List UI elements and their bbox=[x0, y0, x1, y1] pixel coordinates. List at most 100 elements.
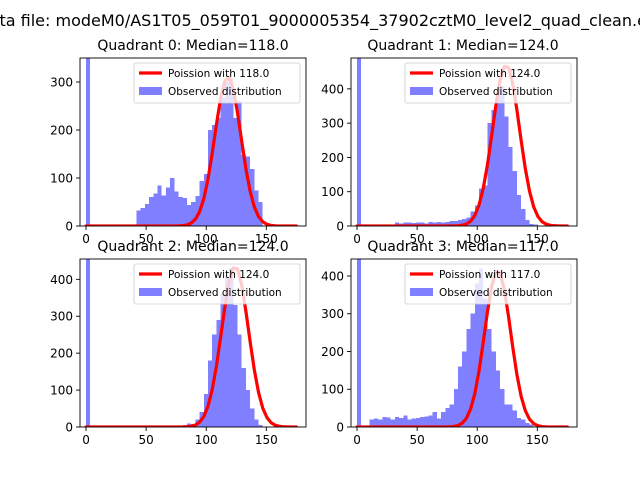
quadrant-0-hist-bar bbox=[170, 178, 175, 226]
quadrant-3-marks: 0 50 100 150 0 100 200 300 400 Poission with 117.… bbox=[321, 258, 578, 447]
quadrant-1-hist-bar bbox=[420, 222, 425, 226]
quadrant-3-legend-box bbox=[404, 263, 572, 305]
quadrant-0-hist-bar bbox=[212, 125, 217, 226]
quadrant-0-hist-bar bbox=[195, 196, 200, 226]
quadrant-0-hist-bar bbox=[86, 58, 91, 226]
quadrant-1-hist-bar bbox=[474, 205, 480, 226]
quadrant-0-hist-bar bbox=[216, 118, 221, 226]
quadrant-1-hist-bar bbox=[441, 222, 446, 226]
quadrant-1-x-tick-label: 100 bbox=[466, 232, 489, 246]
subplot-quadrant-1: 0 50 100 150 0 100 200 300 400 Poission with 124.… bbox=[321, 38, 578, 246]
quadrant-3-hist-bar bbox=[487, 328, 492, 427]
quadrant-1-hist-bar bbox=[407, 222, 412, 226]
quadrant-0-title: Quadrant 0: Median=118.0 bbox=[97, 38, 288, 54]
quadrant-2-x-tick-label: 150 bbox=[255, 433, 278, 447]
quadrant-0-hist-bar bbox=[144, 203, 150, 226]
quadrant-0-hist-bar bbox=[237, 101, 242, 226]
quadrant-0-legend-box bbox=[133, 62, 301, 104]
quadrant-3-hist-bar bbox=[453, 389, 458, 427]
quadrant-1-hist-bar bbox=[521, 208, 526, 226]
quadrant-2-y-tick-label: 300 bbox=[50, 310, 73, 324]
quadrant-1-hist-bar bbox=[432, 222, 437, 226]
quadrant-2-plot-area bbox=[84, 259, 298, 427]
quadrant-2-hist-bar bbox=[229, 268, 234, 427]
quadrant-2-hist-bar bbox=[245, 390, 251, 427]
quadrant-2-y-tick-label: 400 bbox=[50, 273, 73, 287]
quadrant-1-hist-bar bbox=[533, 224, 538, 226]
quadrant-3-hist-bar bbox=[466, 328, 471, 427]
quadrant-2-x-tick-label: 100 bbox=[195, 433, 218, 447]
quadrant-1-hist-bar bbox=[504, 116, 509, 226]
quadrant-2-hist-bar bbox=[224, 276, 230, 427]
quadrant-1-x-tick-label: 0 bbox=[353, 232, 361, 246]
quadrant-3-plot-area bbox=[355, 259, 569, 427]
quadrant-0-plot-area bbox=[84, 58, 298, 226]
quadrant-3-axes-frame bbox=[350, 258, 578, 428]
quadrant-3-x-tick-label: 0 bbox=[353, 433, 361, 447]
quadrant-0-hist-bar bbox=[174, 191, 179, 226]
quadrant-3-hist-bar bbox=[495, 370, 501, 427]
quadrant-3-hist-bar bbox=[491, 351, 496, 427]
quadrant-3-hist-bar bbox=[462, 351, 467, 427]
quadrant-0-hist-bar bbox=[157, 185, 162, 226]
quadrant-2-hist-bar bbox=[216, 319, 221, 427]
quadrant-3-x-tick-label: 50 bbox=[409, 433, 424, 447]
quadrant-0-x-tick-label: 0 bbox=[82, 232, 90, 246]
quadrant-1-hist-bar bbox=[516, 195, 522, 226]
quadrant-3-hist-bar bbox=[403, 415, 408, 427]
quadrant-3-poisson-line bbox=[355, 270, 569, 427]
quadrant-1-hist-bar bbox=[487, 123, 492, 226]
quadrant-2-hist-bar bbox=[250, 408, 255, 427]
quadrant-3-x-tick-label: 150 bbox=[526, 433, 549, 447]
quadrant-1-hist-bar bbox=[357, 58, 362, 226]
quadrant-0-hist-bar bbox=[161, 195, 166, 226]
quadrant-0-axes-frame bbox=[79, 57, 307, 227]
quadrant-1-hist-bar bbox=[525, 219, 530, 226]
quadrant-1-plot-area bbox=[355, 58, 569, 226]
quadrant-2-y-tick-label: 100 bbox=[50, 384, 73, 398]
quadrant-3-y-tick-label: 200 bbox=[321, 345, 344, 359]
quadrant-2-poisson-line bbox=[84, 266, 298, 427]
quadrant-2-x-tick-label: 0 bbox=[82, 433, 90, 447]
quadrant-1-hist-bar bbox=[394, 222, 400, 226]
quadrant-2-hist-bar bbox=[241, 367, 246, 427]
quadrant-0-hist-bar bbox=[178, 197, 183, 226]
quadrant-0-y-tick-label: 200 bbox=[50, 124, 73, 138]
quadrant-1-hist-bar bbox=[428, 221, 433, 226]
quadrant-2-legend-observed-label: Observed distribution bbox=[168, 287, 282, 299]
quadrant-1-hist-bar bbox=[512, 171, 517, 226]
quadrant-2-marks: 0 50 100 150 0 100 200 300 400 Poission with 124.… bbox=[50, 258, 307, 447]
quadrant-3-hist-bar bbox=[512, 410, 517, 427]
subplot-quadrant-3: 0 50 100 150 0 100 200 300 400 Poission with 117.… bbox=[321, 239, 578, 447]
quadrant-3-hist-bar bbox=[428, 415, 433, 427]
quadrant-3-x-tick-label: 100 bbox=[466, 433, 489, 447]
quadrant-3-hist-bar bbox=[445, 408, 450, 427]
quadrant-2-axes-frame bbox=[79, 258, 307, 428]
quadrant-3-hist-bar bbox=[508, 404, 513, 427]
quadrant-3-hist-bar bbox=[357, 259, 362, 427]
quadrant-1-y-tick-label: 200 bbox=[321, 151, 344, 165]
quadrant-0-hist-bar bbox=[191, 202, 196, 226]
quadrant-3-legend-observed-label: Observed distribution bbox=[439, 287, 553, 299]
quadrant-3-hist-bar bbox=[369, 419, 374, 427]
quadrant-1-hist-bar bbox=[436, 221, 442, 226]
quadrant-0-hist-bar bbox=[258, 202, 263, 226]
quadrant-1-hist-bar bbox=[479, 188, 484, 226]
quadrant-3-title: Quadrant 3: Median=117.0 bbox=[367, 239, 558, 255]
quadrant-3-legend: Poission with 117.0 Observed distribution bbox=[404, 263, 572, 305]
quadrant-3-hist-bar bbox=[382, 417, 387, 427]
quadrant-1-poisson-line bbox=[355, 64, 569, 226]
quadrant-3-hist-bar bbox=[390, 419, 395, 427]
quadrant-1-hist-bar bbox=[462, 219, 467, 226]
quadrant-3-hist-bar bbox=[415, 417, 421, 427]
quadrant-1-hist-bar bbox=[491, 110, 496, 226]
quadrant-1-legend: Poission with 124.0 Observed distribution bbox=[404, 62, 572, 104]
quadrant-0-hist-bar bbox=[229, 78, 234, 226]
quadrant-3-hist-bar bbox=[449, 404, 454, 427]
quadrant-3-hist-bar bbox=[424, 416, 429, 427]
quadrant-2-hist-bar bbox=[233, 305, 238, 427]
quadrant-0-x-tick-label: 50 bbox=[138, 232, 153, 246]
quadrant-1-hist-bar bbox=[403, 222, 408, 226]
quadrant-2-y-tick-label: 200 bbox=[50, 347, 73, 361]
